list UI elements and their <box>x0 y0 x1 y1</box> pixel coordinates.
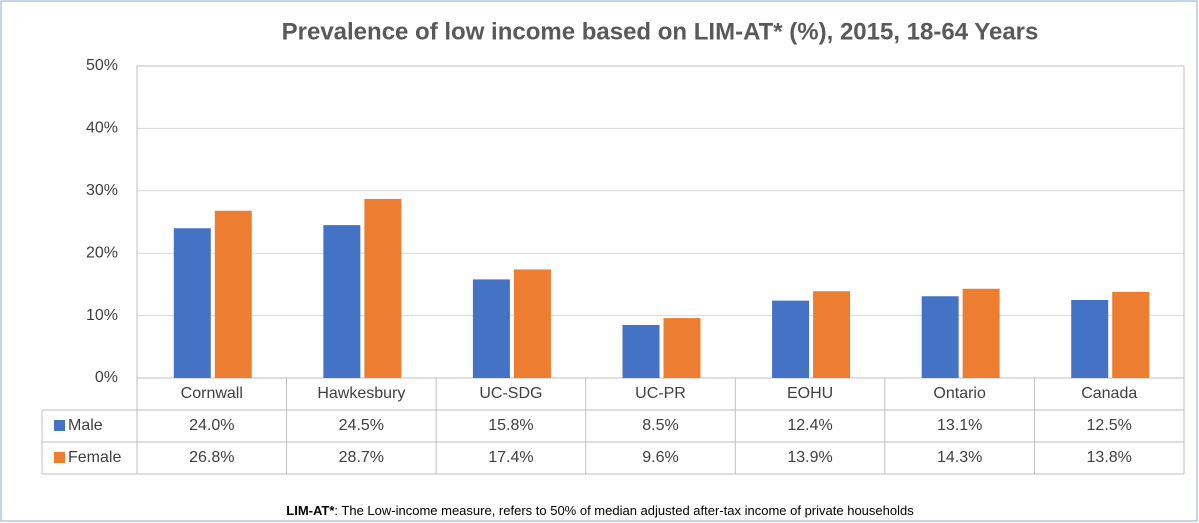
legend-label: Male <box>68 417 103 434</box>
legend-key <box>54 420 65 431</box>
table-value: 13.9% <box>787 449 832 466</box>
legend-key <box>54 452 65 463</box>
x-tick-label: Canada <box>1081 385 1137 402</box>
bar <box>214 210 252 378</box>
bar <box>472 279 510 378</box>
table-value: 17.4% <box>488 449 533 466</box>
y-tick-label: 40% <box>86 120 118 137</box>
bar <box>323 225 361 378</box>
x-tick-label: Hawkesbury <box>317 385 405 402</box>
bar <box>173 228 211 378</box>
footnote-term: LIM-AT* <box>286 503 335 518</box>
y-tick-label: 0% <box>95 369 118 386</box>
legend-label: Female <box>68 449 121 466</box>
y-tick-label: 20% <box>86 244 118 261</box>
table-value: 24.5% <box>339 417 384 434</box>
table-value: 13.8% <box>1087 449 1132 466</box>
bar <box>622 324 660 378</box>
bar <box>921 296 959 378</box>
footnote: LIM-AT*: The Low-income measure, refers … <box>286 503 914 518</box>
table-value: 15.8% <box>488 417 533 434</box>
x-tick-label: Cornwall <box>181 385 243 402</box>
chart-title: Prevalence of low income based on LIM-AT… <box>282 18 1039 45</box>
table-value: 9.6% <box>642 449 678 466</box>
bar <box>772 300 810 378</box>
table-value: 12.5% <box>1087 417 1132 434</box>
table-value: 24.0% <box>189 417 234 434</box>
y-tick-label: 50% <box>86 57 118 74</box>
x-tick-label: EOHU <box>787 385 833 402</box>
bar <box>1112 291 1150 378</box>
x-tick-label: UC-PR <box>635 385 686 402</box>
bar <box>813 291 851 378</box>
x-tick-label: Ontario <box>933 385 986 402</box>
y-tick-label: 10% <box>86 307 118 324</box>
table-value: 8.5% <box>642 417 678 434</box>
bar <box>364 198 402 378</box>
table-value: 28.7% <box>339 449 384 466</box>
footnote-text: : The Low-income measure, refers to 50% … <box>334 503 914 518</box>
bar <box>663 318 701 378</box>
bar <box>962 288 1000 378</box>
table-value: 12.4% <box>787 417 832 434</box>
table-value: 26.8% <box>189 449 234 466</box>
table-value: 13.1% <box>937 417 982 434</box>
table-value: 14.3% <box>937 449 982 466</box>
bar <box>513 269 551 378</box>
bar <box>1071 300 1109 378</box>
y-tick-label: 30% <box>86 182 118 199</box>
x-tick-label: UC-SDG <box>479 385 542 402</box>
plot-border <box>136 65 1185 379</box>
